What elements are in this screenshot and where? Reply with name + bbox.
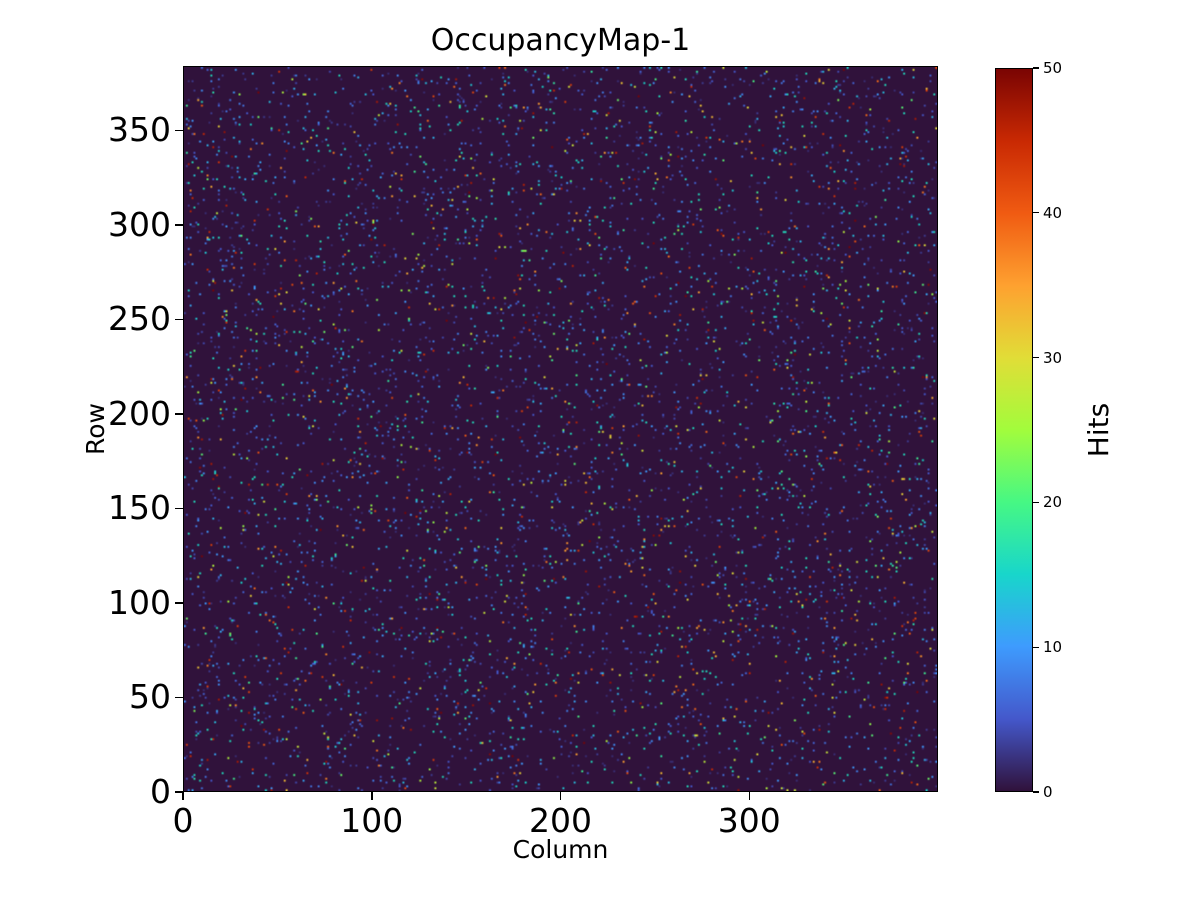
y-tick-mark — [175, 129, 183, 132]
y-tick-mark — [175, 224, 183, 226]
colorbar-tick-label: 20 — [1043, 493, 1063, 512]
heatmap-plot-area — [183, 66, 938, 792]
heatmap-image — [184, 67, 937, 791]
y-tick-label: 0 — [150, 772, 171, 811]
x-tick-mark — [182, 792, 184, 800]
colorbar-tick-label: 0 — [1043, 783, 1053, 801]
y-tick-mark — [175, 507, 183, 510]
y-tick-mark — [175, 318, 183, 321]
y-tick-mark — [175, 602, 183, 604]
y-tick-label: 200 — [108, 393, 171, 433]
y-tick-label: 50 — [129, 677, 171, 717]
colorbar-label: Hits — [1082, 402, 1115, 458]
x-axis-label: Column — [512, 835, 609, 864]
y-tick-label: 350 — [108, 110, 171, 150]
colorbar — [995, 68, 1033, 792]
y-tick-mark — [175, 791, 183, 793]
colorbar-tick-mark — [1033, 212, 1039, 214]
colorbar-tick-label: 10 — [1043, 638, 1063, 657]
x-tick-mark — [559, 792, 562, 800]
y-tick-label: 250 — [108, 299, 171, 339]
x-tick-label: 100 — [340, 801, 404, 840]
colorbar-tick-label: 40 — [1043, 203, 1063, 222]
colorbar-tick-label: 50 — [1043, 59, 1063, 77]
y-tick-label: 100 — [108, 582, 171, 622]
x-tick-mark — [748, 792, 750, 800]
colorbar-tick-mark — [1033, 646, 1039, 648]
chart-title: OccupancyMap-1 — [430, 23, 691, 58]
y-tick-label: 300 — [108, 204, 171, 244]
colorbar-tick-mark — [1033, 791, 1039, 793]
colorbar-tick-mark — [1033, 357, 1039, 359]
y-tick-mark — [175, 696, 183, 699]
colorbar-tick-mark — [1033, 67, 1039, 69]
colorbar-tick-label: 30 — [1043, 348, 1063, 367]
y-tick-mark — [175, 413, 183, 415]
x-tick-mark — [371, 792, 373, 800]
x-tick-label: 0 — [172, 801, 194, 840]
x-tick-label: 200 — [529, 801, 592, 840]
x-tick-label: 300 — [717, 801, 781, 840]
colorbar-tick-mark — [1033, 501, 1039, 503]
y-tick-label: 150 — [108, 488, 171, 528]
